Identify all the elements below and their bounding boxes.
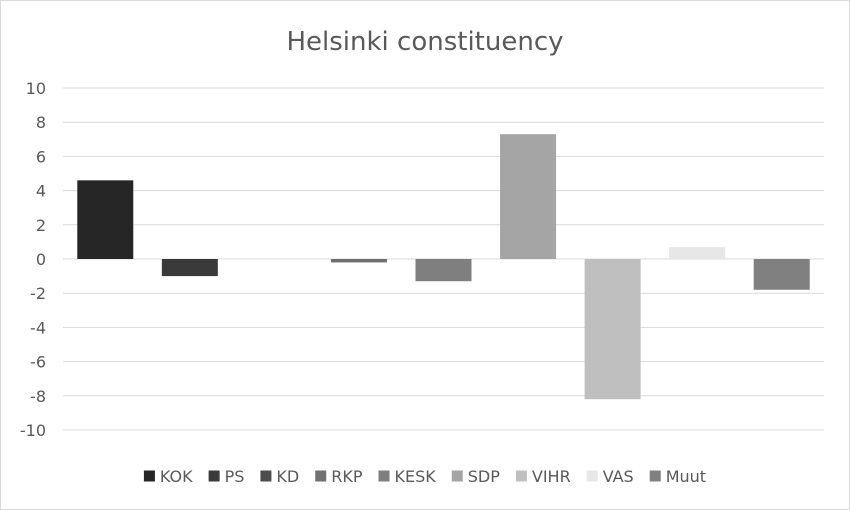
legend-label-rkp: RKP	[331, 467, 363, 486]
legend-swatch-vihr	[515, 470, 527, 482]
y-tick-label: -6	[30, 353, 46, 372]
y-tick-label: -4	[30, 318, 46, 337]
bar-kok	[77, 180, 134, 259]
y-tick-label: -10	[20, 421, 46, 440]
chart-title: Helsinki constituency	[286, 27, 563, 57]
legend-swatch-sdp	[451, 470, 463, 482]
legend-label-vas: VAS	[603, 467, 634, 486]
legend-label-sdp: SDP	[468, 467, 500, 486]
bar-ps	[161, 259, 218, 277]
legend-label-kd: KD	[276, 467, 299, 486]
legend-label-kesk: KESK	[395, 467, 437, 486]
y-tick-label: 4	[36, 182, 46, 201]
y-tick-label: 0	[36, 250, 46, 269]
bar-rkp	[330, 259, 387, 263]
bar-muut	[753, 259, 810, 290]
legend-label-kok: KOK	[160, 467, 193, 486]
legend-swatch-kd	[260, 470, 272, 482]
legend-swatch-ps	[208, 470, 220, 482]
legend-label-muut: Muut	[666, 467, 706, 486]
legend-swatch-kesk	[378, 470, 390, 482]
y-tick-label: 6	[36, 147, 46, 166]
bar-vas	[669, 247, 726, 259]
legend: KOK PS KD RKP KESK SDP VIHR VAS Muut	[143, 467, 706, 486]
y-tick-label: 2	[36, 216, 46, 235]
legend-label-vihr: VIHR	[532, 467, 571, 486]
y-tick-label: -2	[30, 284, 46, 303]
legend-swatch-vas	[586, 470, 598, 482]
y-tick-label: 10	[26, 79, 46, 98]
bar-vihr	[584, 259, 641, 400]
legend-label-ps: PS	[225, 467, 245, 486]
y-tick-label: -8	[30, 387, 46, 406]
bars	[77, 134, 810, 400]
legend-swatch-kok	[143, 470, 155, 482]
bar-sdp	[500, 134, 557, 259]
legend-swatch-muut	[649, 470, 661, 482]
bar-kesk	[415, 259, 472, 282]
legend-swatch-rkp	[315, 470, 327, 482]
y-tick-label: 8	[36, 113, 46, 132]
y-axis-tick-labels: 10 8 6 4 2 0 -2 -4 -6 -8 -10	[20, 79, 46, 440]
